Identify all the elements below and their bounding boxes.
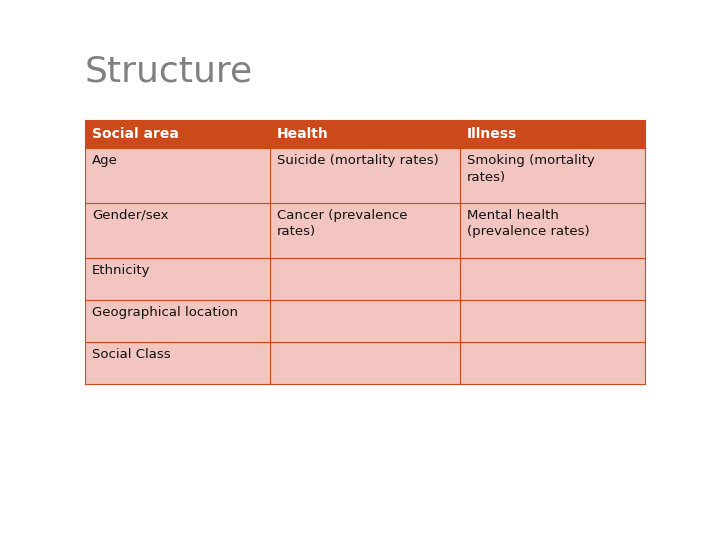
- Text: Smoking (mortality
rates): Smoking (mortality rates): [467, 154, 595, 184]
- Text: Health: Health: [276, 127, 328, 141]
- Bar: [85, 300, 270, 342]
- Bar: [460, 300, 645, 342]
- Text: Cancer (prevalence
rates): Cancer (prevalence rates): [276, 209, 408, 239]
- Text: Social area: Social area: [92, 127, 179, 141]
- Text: Suicide (mortality rates): Suicide (mortality rates): [276, 154, 438, 167]
- Bar: [85, 120, 270, 148]
- Text: Mental health
(prevalence rates): Mental health (prevalence rates): [467, 209, 590, 239]
- Text: Geographical location: Geographical location: [92, 306, 238, 319]
- Bar: [85, 203, 270, 258]
- Bar: [85, 258, 270, 300]
- Text: Age: Age: [92, 154, 118, 167]
- Text: Illness: Illness: [467, 127, 518, 141]
- Text: Gender/sex: Gender/sex: [92, 209, 168, 222]
- Bar: [460, 148, 645, 203]
- Bar: [270, 300, 460, 342]
- Bar: [270, 120, 460, 148]
- Bar: [460, 203, 645, 258]
- Bar: [270, 203, 460, 258]
- Bar: [85, 148, 270, 203]
- Bar: [460, 120, 645, 148]
- Bar: [85, 342, 270, 384]
- Bar: [270, 258, 460, 300]
- Text: Structure: Structure: [85, 55, 253, 89]
- Bar: [460, 342, 645, 384]
- Bar: [270, 148, 460, 203]
- Bar: [460, 258, 645, 300]
- Text: Social Class: Social Class: [92, 348, 171, 361]
- Bar: [270, 342, 460, 384]
- Text: Ethnicity: Ethnicity: [92, 264, 150, 277]
